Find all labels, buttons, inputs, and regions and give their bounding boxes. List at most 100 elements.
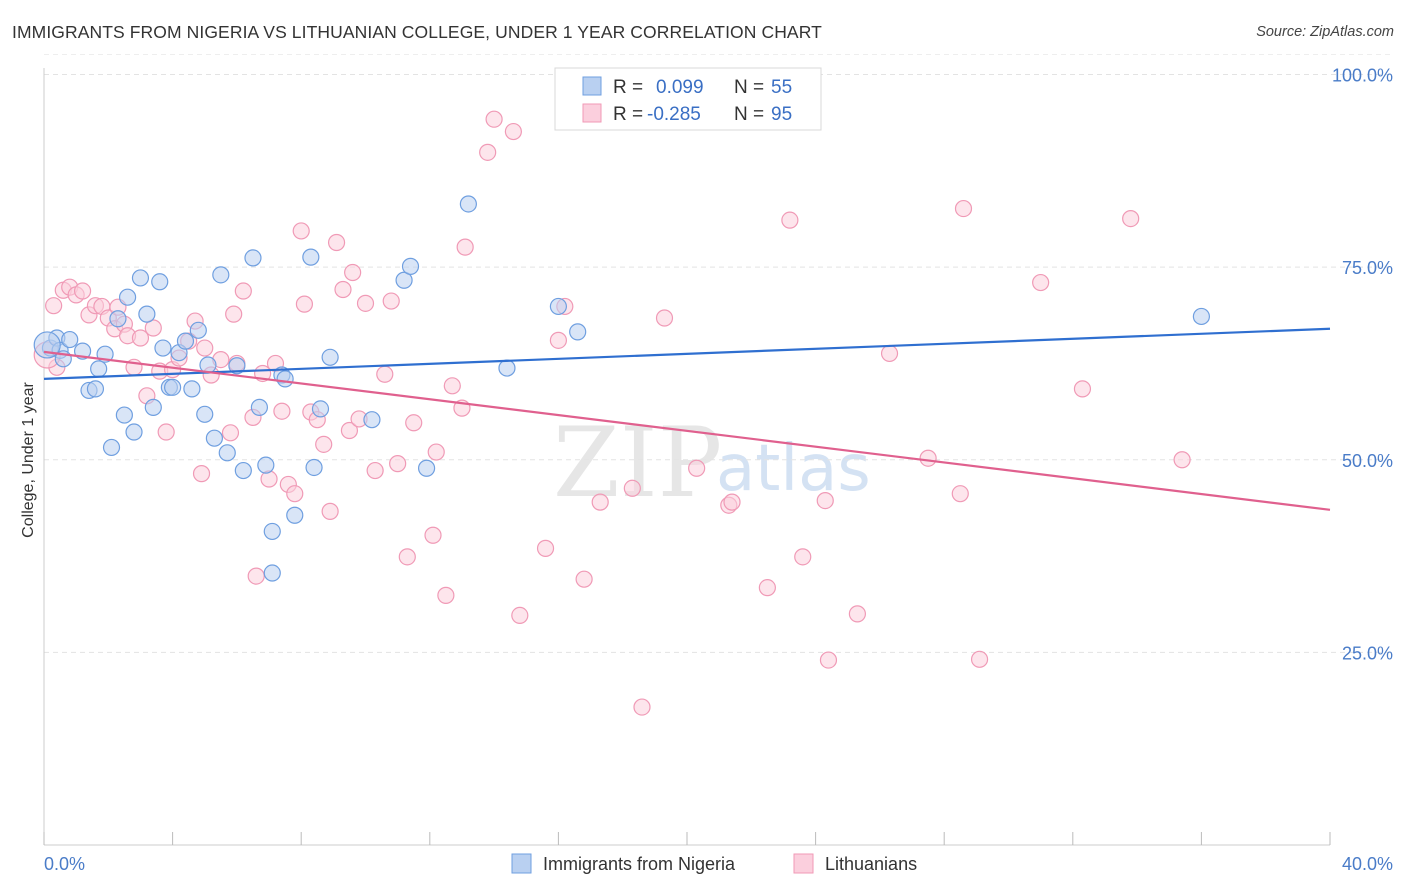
lithuanians-point — [688, 459, 706, 477]
nigeria-point — [498, 359, 516, 377]
lithuanians-point — [536, 539, 555, 557]
bottom-legend-swatch-lithuanians — [793, 853, 814, 874]
nigeria-point — [109, 310, 127, 328]
nigeria-point — [61, 330, 79, 349]
lithuanians-point — [221, 424, 240, 442]
lithuanians-point — [424, 526, 442, 544]
nigeria-point — [90, 360, 108, 378]
nigeria-point — [257, 456, 275, 474]
lithuanians-point — [344, 263, 362, 282]
lithuanians-point — [951, 485, 969, 503]
lithuanians-point — [456, 238, 474, 256]
nigeria-point — [102, 438, 121, 457]
y-tick-label: 75.0% — [1342, 258, 1393, 278]
lithuanians-point — [157, 423, 175, 441]
lithuanians-point — [356, 294, 375, 312]
lithuanians-point — [758, 579, 776, 597]
nigeria-point — [115, 406, 133, 424]
nigeria-point — [154, 339, 172, 357]
nigeria-point — [305, 458, 323, 477]
nigeria-point — [212, 266, 230, 284]
lithuanians-point — [575, 570, 593, 588]
lithuanians-point — [334, 280, 352, 299]
lithuanians-point — [327, 233, 346, 252]
lithuanians-point — [623, 479, 641, 497]
nigeria-point — [276, 370, 294, 388]
nigeria-trend-line — [43, 327, 1331, 380]
nigeria-point — [250, 398, 269, 416]
nigeria-point — [228, 357, 246, 375]
nigeria-point — [321, 348, 339, 366]
lithuanians-point — [366, 461, 384, 480]
lithuanians-point — [45, 297, 63, 315]
lithuanians-point — [591, 493, 609, 511]
legend-n-value-2: 95 — [771, 104, 792, 125]
y-tick-label: 100.0% — [1332, 66, 1393, 86]
nigeria-point — [417, 459, 436, 477]
nigeria-point — [151, 273, 169, 291]
lithuanians-point — [1032, 273, 1050, 292]
lithuanians-point — [816, 491, 834, 510]
bottom-legend-label-nigeria: Immigrants from Nigeria — [543, 854, 736, 874]
x-ticks — [43, 832, 1331, 845]
nigeria-point — [189, 321, 207, 339]
y-tick-labels: 25.0% 50.0% 75.0% 100.0% — [1332, 66, 1393, 664]
y-axis-label: College, Under 1 year — [20, 382, 37, 538]
lithuanians-point — [260, 470, 278, 488]
lithuanians-point — [389, 455, 407, 473]
nigeria-point — [244, 249, 262, 267]
chart-title: IMMIGRANTS FROM NIGERIA VS LITHUANIAN CO… — [12, 22, 822, 42]
nigeria-point — [205, 429, 223, 447]
nigeria-point — [33, 331, 61, 359]
bottom-legend-label-lithuanians: Lithuanians — [825, 854, 917, 874]
nigeria-point — [1192, 307, 1211, 326]
legend-r-value-1: 0.099 — [656, 77, 704, 98]
lithuanians-point — [131, 329, 150, 347]
bottom-legend-swatch-nigeria — [511, 853, 532, 874]
y-tick-label: 25.0% — [1342, 643, 1393, 663]
lithuanians-point — [427, 443, 445, 461]
lithuanians-point — [376, 365, 394, 383]
lithuanians-point — [723, 493, 741, 511]
nigeria-point — [549, 297, 568, 316]
lithuanians-point — [655, 309, 674, 327]
lithuanians-point — [273, 402, 291, 420]
nigeria-point — [196, 405, 214, 423]
lithuanians-point — [295, 295, 314, 313]
nigeria-point — [218, 444, 236, 462]
lithuanians-point — [73, 282, 92, 300]
lithuanians-point — [225, 305, 243, 323]
correlation-legend: R = 0.099 N = 55 R = -0.285 N = 95 — [554, 67, 822, 131]
lithuanians-point — [382, 292, 400, 310]
lithuanians-point — [880, 344, 899, 363]
nigeria-point — [125, 423, 143, 441]
lithuanians-point — [919, 449, 937, 467]
nigeria-point — [234, 461, 252, 480]
lithuanians-point — [970, 650, 989, 668]
nigeria-points — [33, 195, 1211, 582]
lithuanians-point — [848, 605, 866, 623]
lithuanians-point — [549, 331, 568, 349]
legend-r-label-2: R = — [613, 104, 643, 125]
legend-swatch-nigeria — [582, 76, 602, 96]
nigeria-point — [286, 506, 304, 524]
lithuanians-point — [321, 502, 339, 520]
lithuanians-trend-line — [43, 350, 1331, 511]
lithuanians-point — [781, 211, 799, 229]
nigeria-point — [138, 305, 156, 323]
x-tick-label-min: 0.0% — [44, 854, 85, 874]
lithuanians-point — [633, 698, 651, 716]
lithuanians-point — [286, 485, 304, 503]
nigeria-point — [395, 271, 413, 289]
legend-n-value-1: 55 — [771, 77, 792, 98]
nigeria-point — [144, 398, 162, 416]
x-tick-label-max: 40.0% — [1342, 854, 1393, 874]
lithuanians-point — [819, 651, 838, 669]
lithuanians-point — [485, 110, 503, 128]
nigeria-point — [86, 380, 105, 398]
lithuanians-point — [504, 122, 522, 141]
lithuanians-point — [437, 586, 455, 604]
nigeria-point — [131, 269, 150, 287]
lithuanians-point — [1173, 451, 1191, 469]
lithuanians-point — [144, 319, 162, 337]
